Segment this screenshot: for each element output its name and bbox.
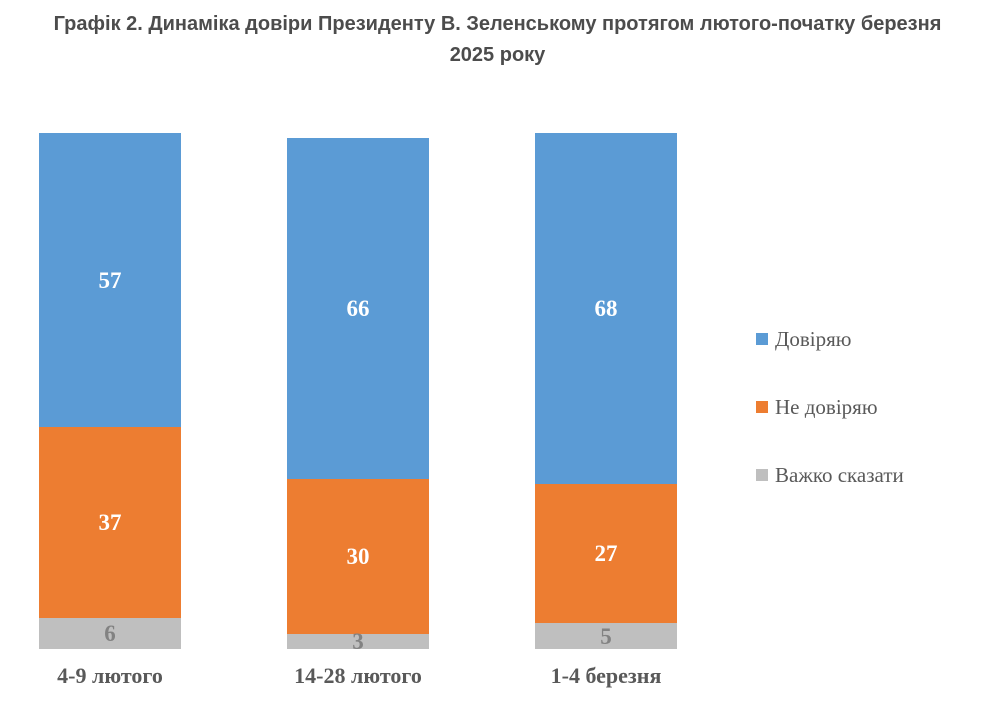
- bar-segment: 6: [39, 618, 181, 649]
- plot-area: 57 37 6 66 30 3 68 27 5: [0, 133, 720, 653]
- bar-segment: 3: [287, 630, 429, 653]
- bar-segment: 30: [287, 478, 429, 634]
- legend-item-trust: Довіряю: [756, 327, 904, 351]
- legend-swatch-hard-to-say-icon: [756, 469, 768, 481]
- data-label: 37: [98, 510, 122, 536]
- data-label: 5: [600, 623, 612, 649]
- legend-swatch-trust-icon: [756, 333, 768, 345]
- data-label: 3: [352, 628, 364, 654]
- bar-segment: 37: [39, 427, 181, 619]
- data-label: 30: [346, 543, 370, 569]
- data-label: 57: [98, 267, 122, 293]
- legend-label-hard-to-say: Важко сказати: [775, 462, 904, 487]
- x-axis-label-3: 1-4 березня: [550, 663, 662, 688]
- legend-swatch-no-trust-icon: [756, 401, 768, 413]
- bar-segment: 66: [287, 138, 429, 479]
- legend-label-trust: Довіряю: [775, 326, 852, 351]
- legend: Довіряю Не довіряю Важко сказати: [756, 327, 904, 531]
- stacked-bar-3: 68 27 5: [535, 133, 677, 649]
- x-axis-label-2: 14-28 лютого: [294, 663, 422, 688]
- chart-title: Графік 2. Динаміка довіри Президенту В. …: [53, 13, 942, 66]
- bar-segment: 68: [535, 133, 677, 484]
- data-label: 68: [594, 295, 618, 321]
- stacked-bar-1: 57 37 6: [39, 133, 181, 649]
- bar-segment: 57: [39, 133, 181, 428]
- x-axis-labels: 4-9 лютого 14-28 лютого 1-4 березня: [0, 663, 720, 697]
- data-label: 6: [104, 621, 116, 647]
- data-label: 27: [594, 541, 618, 567]
- stacked-bar-2: 66 30 3: [287, 138, 429, 653]
- x-axis-label-1: 4-9 лютого: [57, 663, 163, 688]
- bar-segment: 5: [535, 623, 677, 649]
- data-label: 66: [346, 295, 370, 321]
- legend-item-hard-to-say: Важко сказати: [756, 463, 904, 487]
- bar-segment: 27: [535, 483, 677, 624]
- legend-item-no-trust: Не довіряю: [756, 395, 904, 419]
- legend-label-no-trust: Не довіряю: [775, 394, 878, 419]
